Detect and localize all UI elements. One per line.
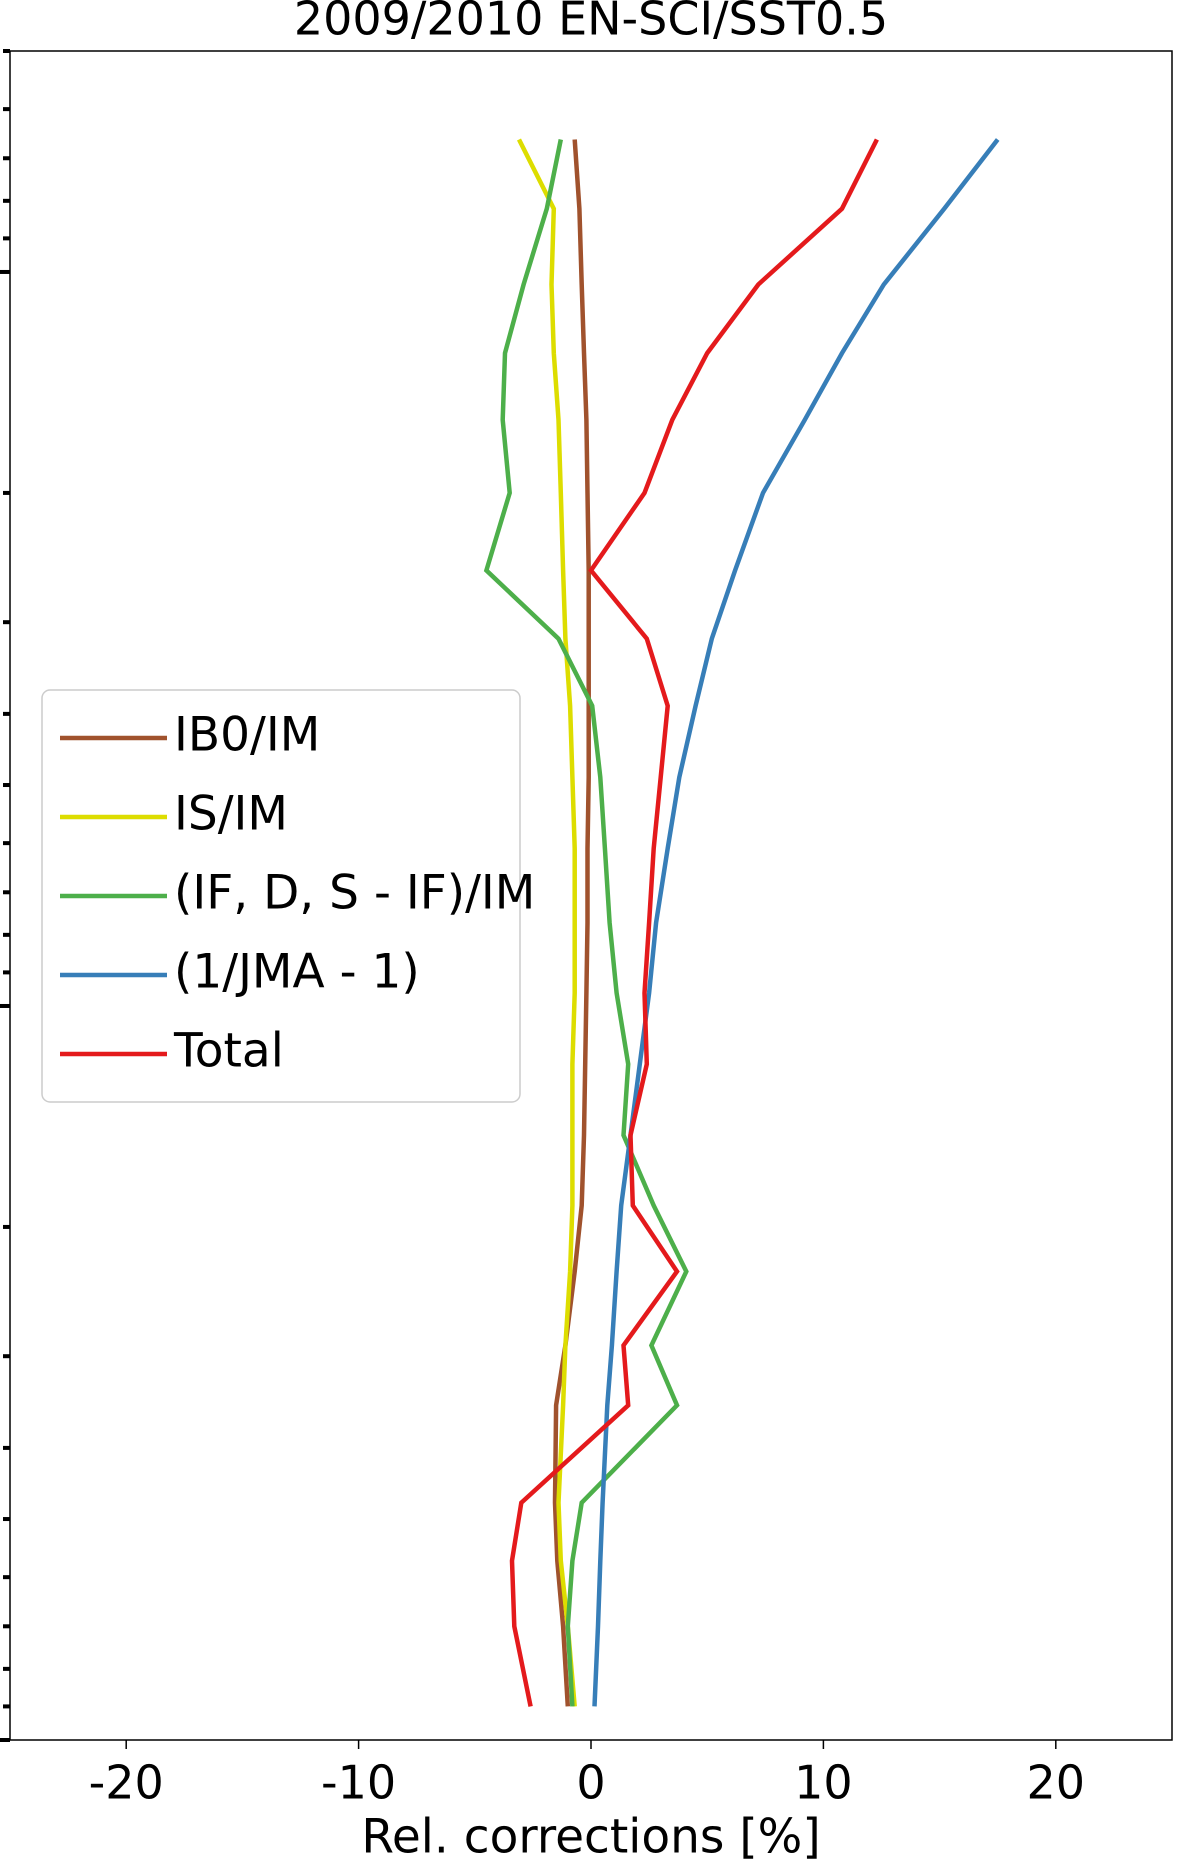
x-tick-label: -10 — [321, 1756, 396, 1810]
series-line — [516, 138, 577, 1707]
legend-label: IB0/IM — [174, 708, 320, 763]
series-line — [552, 139, 591, 1707]
x-tick-label: 20 — [1027, 1756, 1086, 1810]
legend-label: (1/JMA - 1) — [174, 945, 420, 1000]
x-tick-label: 10 — [794, 1756, 853, 1810]
legend: IB0/IM IS/IM (IF, D, S - IF)/IM (1/JMA - 1)… — [41, 689, 535, 1103]
x-tick-label: 0 — [576, 1756, 605, 1810]
chart-title: 2009/2010 EN-SCI/SST0.5 — [294, 0, 888, 46]
series-line — [509, 138, 879, 1707]
x-axis-label: Rel. corrections [%] — [361, 1810, 820, 1865]
legend-label: IS/IM — [174, 787, 288, 842]
series-line — [592, 138, 1000, 1707]
legend-label: (IF, D, S - IF)/IM — [174, 866, 535, 921]
legend-box — [41, 689, 521, 1103]
x-tick-label: -20 — [89, 1756, 164, 1810]
legend-label: Total — [173, 1024, 284, 1079]
series-line — [483, 139, 689, 1707]
